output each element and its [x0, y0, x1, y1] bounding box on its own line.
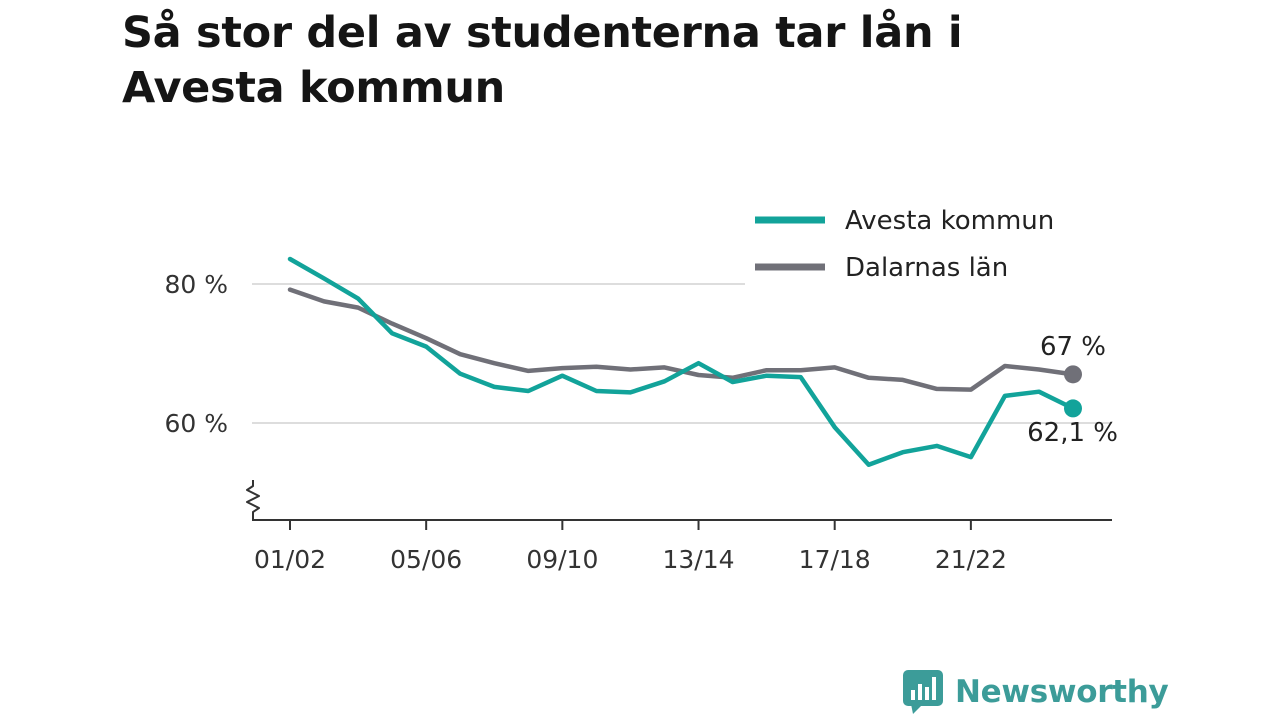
newsworthy-logo-icon	[903, 670, 943, 714]
x-tick-label: 13/14	[662, 545, 734, 574]
x-tick-label: 01/02	[254, 545, 326, 574]
end-point-dalarna	[1064, 365, 1082, 384]
x-tick-label: 17/18	[799, 545, 871, 574]
legend-label-dalarna: Dalarnas län	[845, 253, 1008, 283]
x-tick-label: 21/22	[935, 545, 1007, 574]
end-labels: 62,1 % 67 %	[1027, 332, 1118, 448]
x-tick-label: 05/06	[390, 545, 462, 574]
x-tick-label: 09/10	[526, 545, 598, 574]
axis-break-icon	[246, 480, 260, 520]
legend-label-avesta: Avesta kommun	[845, 206, 1054, 236]
y-tick-label: 80 %	[164, 270, 228, 299]
legend-background	[745, 200, 1115, 290]
newsworthy-logo: Newsworthy	[903, 670, 1169, 714]
series-lines	[287, 256, 1082, 467]
series-line-avesta	[287, 256, 1076, 467]
legend: Avesta kommun Dalarnas län	[745, 200, 1115, 290]
axes: 60 % 80 % 01/02 05/06 09/10 13/14 17/18 21/22	[164, 270, 1112, 574]
chart-title: Så stor del av studenterna tar lån i Ave…	[122, 8, 963, 113]
end-point-avesta	[1064, 399, 1082, 418]
grid-lines	[252, 283, 1112, 424]
end-label-dalarna: 67 %	[1040, 332, 1106, 362]
y-tick-label: 60 %	[164, 409, 228, 438]
brand-name: Newsworthy	[955, 674, 1169, 710]
end-label-avesta: 62,1 %	[1027, 418, 1118, 448]
